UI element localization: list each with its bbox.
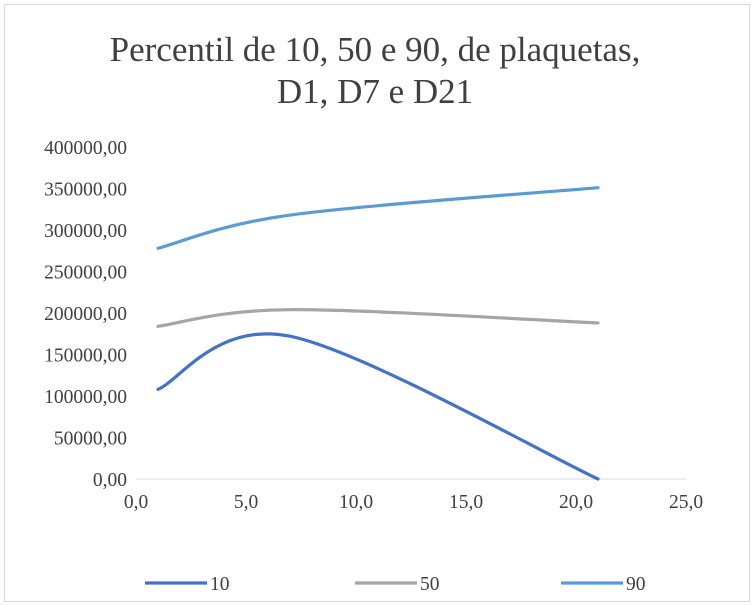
y-tick-label: 50000,00 <box>54 429 127 450</box>
legend: 10 50 90 <box>145 574 646 595</box>
y-tick-label: 400000,00 <box>44 138 127 159</box>
series-line-50 <box>156 308 600 328</box>
legend-label-10: 10 <box>210 574 230 595</box>
y-tick-label: 200000,00 <box>44 304 127 325</box>
series-line-10 <box>156 332 600 481</box>
y-tick-label: 350000,00 <box>44 180 127 201</box>
chart-title-line-1: Percentil de 10, 50 e 90, de plaquetas, <box>110 30 641 69</box>
chart-frame: Percentil de 10, 50 e 90, de plaquetas, … <box>4 4 750 602</box>
x-tick-label: 5,0 <box>234 492 258 513</box>
x-tick-label: 10,0 <box>339 492 373 513</box>
x-tick-label: 25,0 <box>669 492 703 513</box>
axes: 0,00 50000,00 100000,00 150000,00 200000,00 2… <box>44 138 703 513</box>
series-line-90 <box>156 186 600 250</box>
y-tick-label: 0,00 <box>93 470 127 491</box>
legend-label-90: 90 <box>626 574 646 595</box>
y-tick-label: 250000,00 <box>44 263 127 284</box>
x-tick-label: 0,0 <box>124 492 148 513</box>
x-tick-label: 20,0 <box>559 492 593 513</box>
legend-label-50: 50 <box>420 574 440 595</box>
x-tick-label: 15,0 <box>449 492 483 513</box>
y-tick-label: 100000,00 <box>44 387 127 408</box>
chart-title-line-2: D1, D7 e D21 <box>277 72 473 111</box>
series-group <box>156 186 600 481</box>
y-tick-label: 300000,00 <box>44 221 127 242</box>
y-tick-label: 150000,00 <box>44 346 127 367</box>
chart-svg: Percentil de 10, 50 e 90, de plaquetas, … <box>44 30 703 595</box>
